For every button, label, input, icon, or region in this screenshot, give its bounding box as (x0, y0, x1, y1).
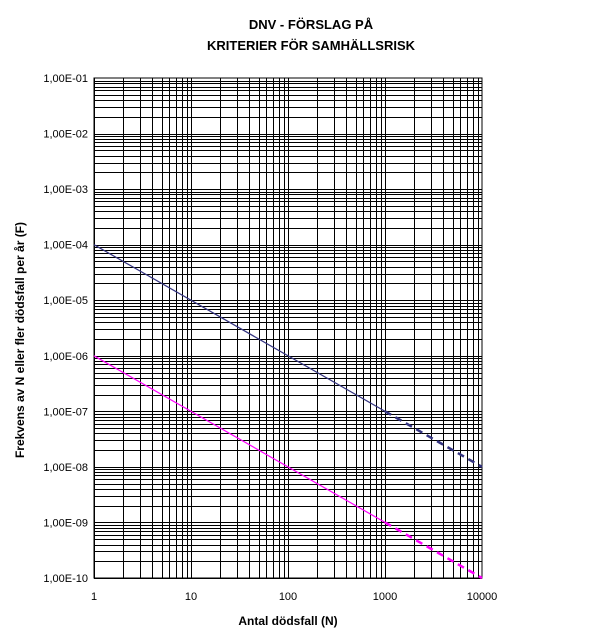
y-tick-label: 1,00E-06 (43, 351, 88, 363)
y-tick-label: 1,00E-07 (43, 406, 88, 418)
x-tick-label: 1000 (373, 591, 397, 603)
x-tick-label: 100 (279, 591, 297, 603)
x-tick-label: 10 (185, 591, 197, 603)
grid (94, 78, 482, 579)
y-tick-label: 1,00E-03 (43, 184, 88, 196)
y-tick-label: 1,00E-04 (43, 240, 88, 252)
chart-title-line-2: KRITERIER FÖR SAMHÄLLSRISK (207, 38, 416, 53)
y-tick-label: 1,00E-10 (43, 573, 88, 585)
series-1-dashed-line (384, 410, 483, 468)
chart-title-line-1: DNV - FÖRSLAG PÅ (249, 17, 374, 32)
x-tick-labels: 1 10 100 1000 10000 (91, 591, 497, 603)
y-tick-label: 1,00E-02 (43, 129, 88, 141)
series-1-solid-line (93, 244, 386, 412)
y-tick-labels: 1,00E-01 1,00E-02 1,00E-03 1,00E-04 1,00E-05… (43, 73, 88, 585)
y-tick-label: 1,00E-09 (43, 517, 88, 529)
series-2-dashed-line (384, 521, 483, 580)
y-tick-label: 1,00E-05 (43, 295, 88, 307)
y-axis-label: Frekvens av N eller fler dödsfall per år… (13, 222, 27, 458)
series (93, 244, 483, 580)
plot-frame (93, 77, 483, 579)
x-tick-label: 1 (91, 591, 97, 603)
x-axis-label: Antal dödsfall (N) (238, 614, 337, 628)
y-tick-label: 1,00E-08 (43, 462, 88, 474)
series-2-solid-line (93, 355, 386, 523)
y-tick-label: 1,00E-01 (43, 73, 88, 85)
x-tick-label: 10000 (467, 591, 498, 603)
